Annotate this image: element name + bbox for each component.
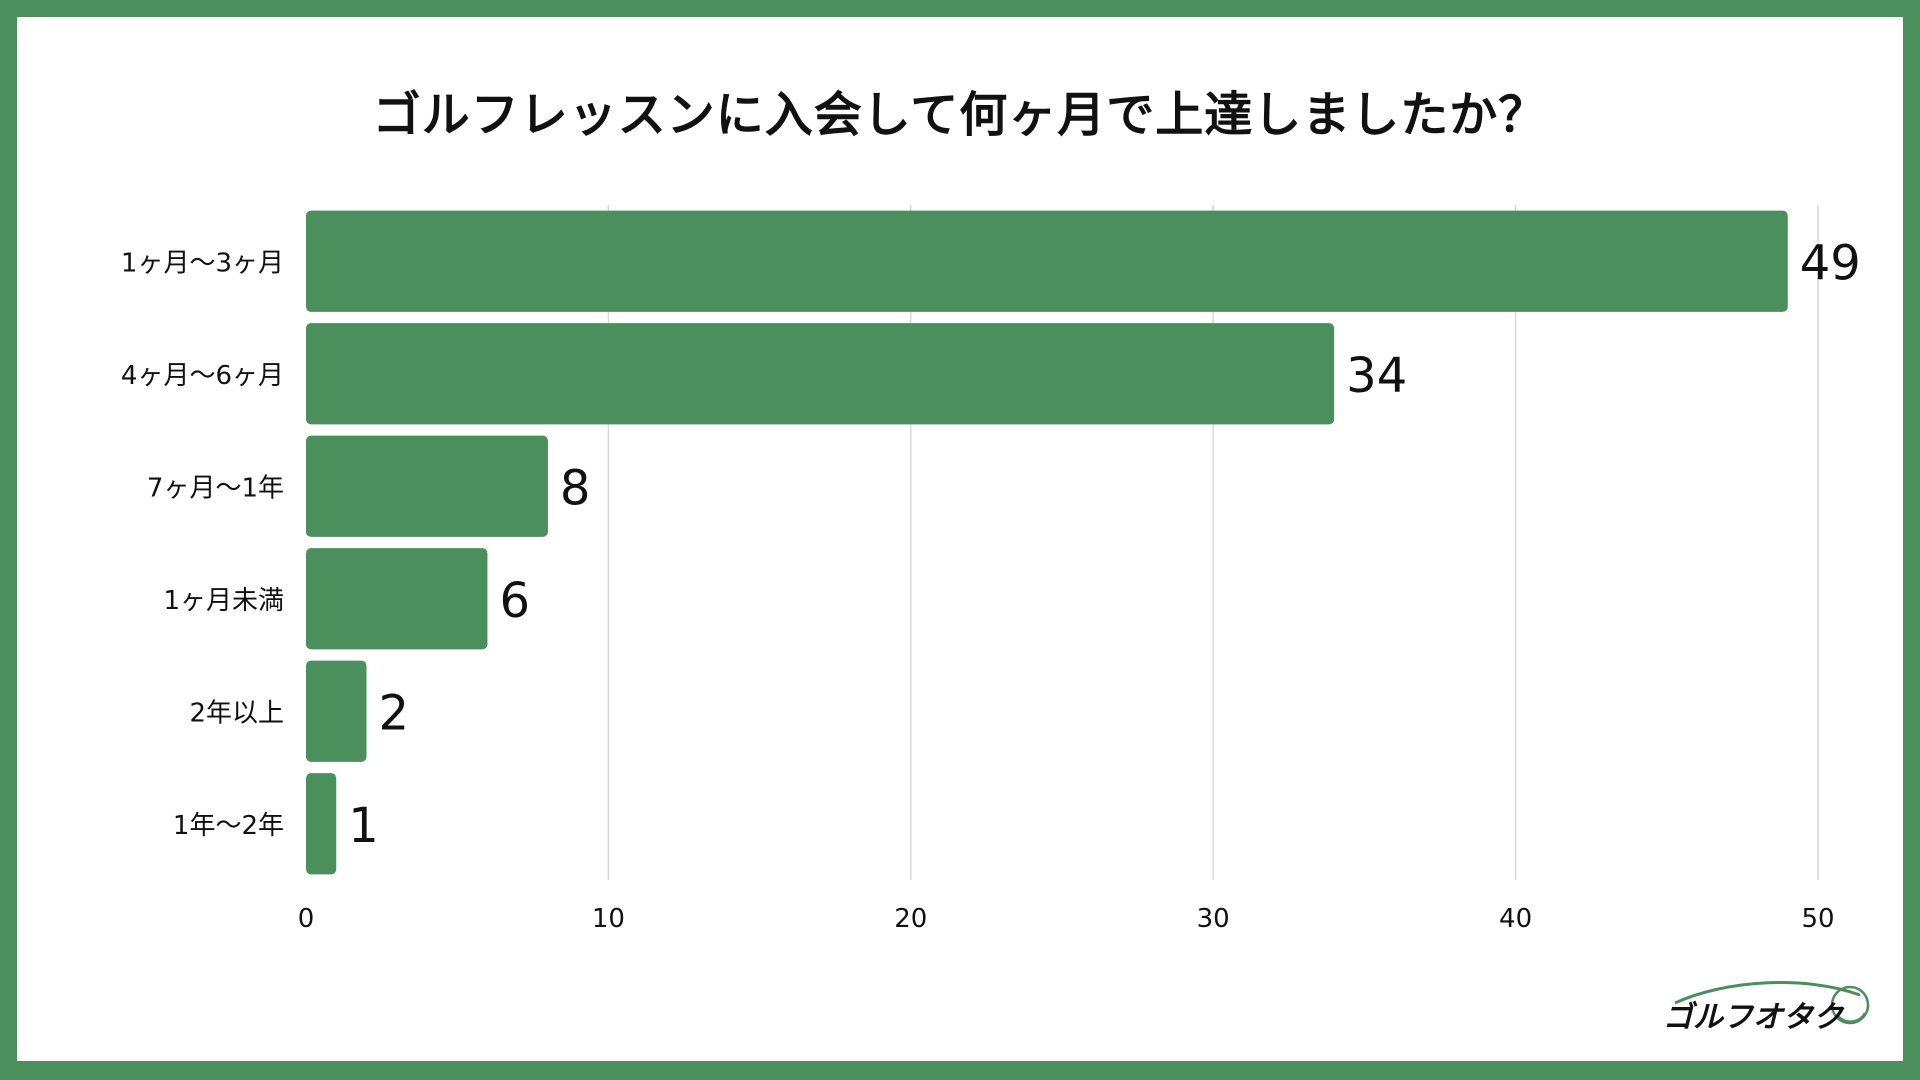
x-tick-label: 50 <box>1801 904 1834 934</box>
x-axis-ticks: 0 10 20 30 40 50 <box>298 904 1835 934</box>
category-label: 7ヶ月〜1年 <box>147 473 284 503</box>
bar <box>306 773 337 875</box>
category-label: 4ヶ月〜6ヶ月 <box>121 361 284 391</box>
brand-logo: ゴルフオタク <box>1655 975 1875 1045</box>
chart-panel <box>17 17 1903 1061</box>
bar <box>306 548 488 650</box>
bar <box>306 660 367 762</box>
category-label: 1ヶ月〜3ヶ月 <box>121 248 284 278</box>
bar <box>306 323 1335 425</box>
x-tick-label: 20 <box>894 904 927 934</box>
logo-text: ゴルフオタク <box>1663 1000 1845 1035</box>
data-label: 8 <box>560 460 591 516</box>
bar <box>306 210 1788 312</box>
golf-ball-icon <box>1830 985 1870 1025</box>
x-tick-label: 0 <box>298 904 315 934</box>
data-label: 49 <box>1800 235 1861 291</box>
x-tick-label: 30 <box>1197 904 1230 934</box>
data-label: 34 <box>1346 348 1407 404</box>
category-label: 1ヶ月未満 <box>163 586 284 616</box>
data-label: 1 <box>348 798 379 854</box>
bar <box>306 435 548 537</box>
x-tick-label: 10 <box>592 904 625 934</box>
grid-lines <box>607 205 1819 880</box>
data-label: 6 <box>499 573 530 629</box>
category-labels: 1ヶ月〜3ヶ月 4ヶ月〜6ヶ月 7ヶ月〜1年 1ヶ月未満 2年以上 1年〜2年 <box>121 248 284 841</box>
bars <box>306 210 1788 875</box>
data-label: 2 <box>378 685 409 741</box>
category-label: 2年以上 <box>189 698 284 728</box>
x-tick-label: 40 <box>1499 904 1532 934</box>
value-labels: 49 34 8 6 2 1 <box>348 235 1861 854</box>
category-label: 1年〜2年 <box>173 811 284 841</box>
chart-title: ゴルフレッスンに入会して何ヶ月で上達しましたか？ <box>372 87 1548 143</box>
